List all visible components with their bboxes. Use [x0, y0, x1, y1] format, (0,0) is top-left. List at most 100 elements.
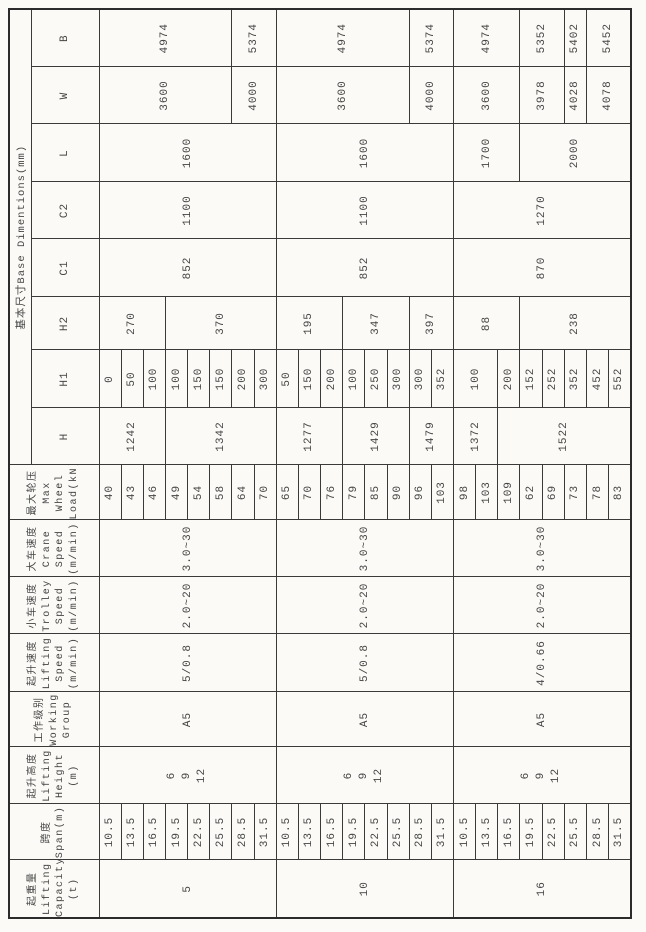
- cell-wheel-load: 64: [231, 465, 255, 520]
- cell-span: 13.5: [121, 804, 144, 860]
- cell-h2: 195: [276, 297, 343, 350]
- cell-wheel-load: 103: [475, 465, 498, 520]
- cell-wheel-load: 40: [99, 465, 122, 520]
- cell-c1: 870: [453, 239, 631, 297]
- cell-h1: 200: [320, 350, 343, 408]
- cell-b: 5374: [409, 8, 454, 67]
- cell-span: 22.5: [187, 804, 210, 860]
- cell-w: 3978: [519, 67, 565, 124]
- header-dim-h: H: [31, 408, 99, 465]
- cell-c1: 852: [99, 239, 277, 297]
- cell-h2: 238: [519, 297, 631, 350]
- cell-wheel-load: 109: [497, 465, 520, 520]
- rotated-table-container: 起重量 Lifting Capacity (t) 跨度 Span(m) 起升高度 L…: [8, 7, 632, 921]
- cell-wheel-load: 65: [276, 465, 299, 520]
- header-dim-l: L: [31, 124, 99, 182]
- header-span: 跨度 Span(m): [9, 804, 99, 860]
- cell-span: 31.5: [254, 804, 277, 860]
- cell-w: 4000: [409, 67, 454, 124]
- cell-h1: 50: [276, 350, 299, 408]
- cell-wheel-load: 58: [209, 465, 232, 520]
- cell-lifting-speed: 5/0.8: [276, 634, 454, 692]
- cell-work-group: A5: [453, 692, 631, 747]
- header-dim-b: B: [31, 8, 99, 67]
- cell-wheel-load: 49: [165, 465, 188, 520]
- cell-h1: 150: [209, 350, 232, 408]
- cell-trolley-speed: 2.0~20: [276, 577, 454, 634]
- cell-w: 3600: [276, 67, 410, 124]
- cell-l: 2000: [519, 124, 631, 182]
- cell-h1: 552: [608, 350, 631, 408]
- cell-l: 1600: [99, 124, 277, 182]
- cell-w: 3600: [99, 67, 232, 124]
- cell-l: 1700: [453, 124, 520, 182]
- cell-span: 10.5: [276, 804, 299, 860]
- cell-h1: 150: [298, 350, 321, 408]
- cell-height: 6 9 12: [276, 747, 454, 804]
- cell-b: 5352: [519, 8, 565, 67]
- header-crane-speed: 大车速度 Crane Speed (m/min): [9, 520, 99, 577]
- cell-h1: 250: [364, 350, 388, 408]
- cell-span: 16.5: [497, 804, 520, 860]
- cell-wheel-load: 78: [586, 465, 609, 520]
- cell-l: 1600: [276, 124, 454, 182]
- cell-h1: 200: [497, 350, 520, 408]
- cell-h1: 352: [431, 350, 454, 408]
- cell-w: 3600: [453, 67, 520, 124]
- cell-h1: 300: [409, 350, 432, 408]
- cell-trolley-speed: 2.0~20: [99, 577, 277, 634]
- cell-wheel-load: 103: [431, 465, 454, 520]
- cell-h2: 88: [453, 297, 520, 350]
- cell-w: 4078: [586, 67, 631, 124]
- cell-span: 10.5: [453, 804, 476, 860]
- cell-b: 4974: [99, 8, 232, 67]
- cell-capacity: 16: [453, 860, 631, 918]
- cell-b: 5402: [564, 8, 587, 67]
- cell-h: 1429: [342, 408, 410, 465]
- cell-crane-speed: 3.0~30: [276, 520, 454, 577]
- cell-span: 25.5: [209, 804, 232, 860]
- header-lifting-speed: 起升速度 Lifting Speed (m/min): [9, 634, 99, 692]
- cell-work-group: A5: [99, 692, 277, 747]
- cell-h: 1522: [497, 408, 631, 465]
- cell-h2: 347: [342, 297, 410, 350]
- cell-b: 4974: [276, 8, 410, 67]
- cell-h: 1277: [276, 408, 343, 465]
- cell-crane-speed: 3.0~30: [99, 520, 277, 577]
- cell-span: 22.5: [542, 804, 565, 860]
- cell-h1: 300: [387, 350, 410, 408]
- cell-span: 25.5: [564, 804, 587, 860]
- cell-h1: 100: [143, 350, 166, 408]
- cell-span: 28.5: [231, 804, 255, 860]
- cell-span: 31.5: [608, 804, 631, 860]
- header-trolley-speed: 小车速度 Trolley Speed (m/min): [9, 577, 99, 634]
- cell-b: 4974: [453, 8, 520, 67]
- cell-wheel-load: 79: [342, 465, 365, 520]
- cell-span: 28.5: [586, 804, 609, 860]
- cell-h: 1372: [453, 408, 498, 465]
- cell-wheel-load: 46: [143, 465, 166, 520]
- header-dim-c1: C1: [31, 239, 99, 297]
- header-dim-w: W: [31, 67, 99, 124]
- cell-span: 16.5: [143, 804, 166, 860]
- cell-lifting-speed: 4/0.66: [453, 634, 631, 692]
- cell-span: 19.5: [342, 804, 365, 860]
- cell-wheel-load: 69: [542, 465, 565, 520]
- cell-span: 31.5: [431, 804, 454, 860]
- cell-wheel-load: 76: [320, 465, 343, 520]
- cell-wheel-load: 83: [608, 465, 631, 520]
- cell-height: 6 9 12: [99, 747, 277, 804]
- cell-h: 1479: [409, 408, 454, 465]
- cell-w: 4000: [231, 67, 277, 124]
- header-height: 起升高度 Lifting Height (m): [9, 747, 99, 804]
- cell-capacity: 5: [99, 860, 277, 918]
- header-dim-h1: H1: [31, 350, 99, 408]
- cell-h: 1242: [99, 408, 166, 465]
- header-dim-h2: H2: [31, 297, 99, 350]
- cell-w: 4028: [564, 67, 587, 124]
- cell-c2: 1100: [99, 182, 277, 239]
- cell-h1: 100: [453, 350, 498, 408]
- cell-wheel-load: 98: [453, 465, 476, 520]
- cell-wheel-load: 85: [364, 465, 388, 520]
